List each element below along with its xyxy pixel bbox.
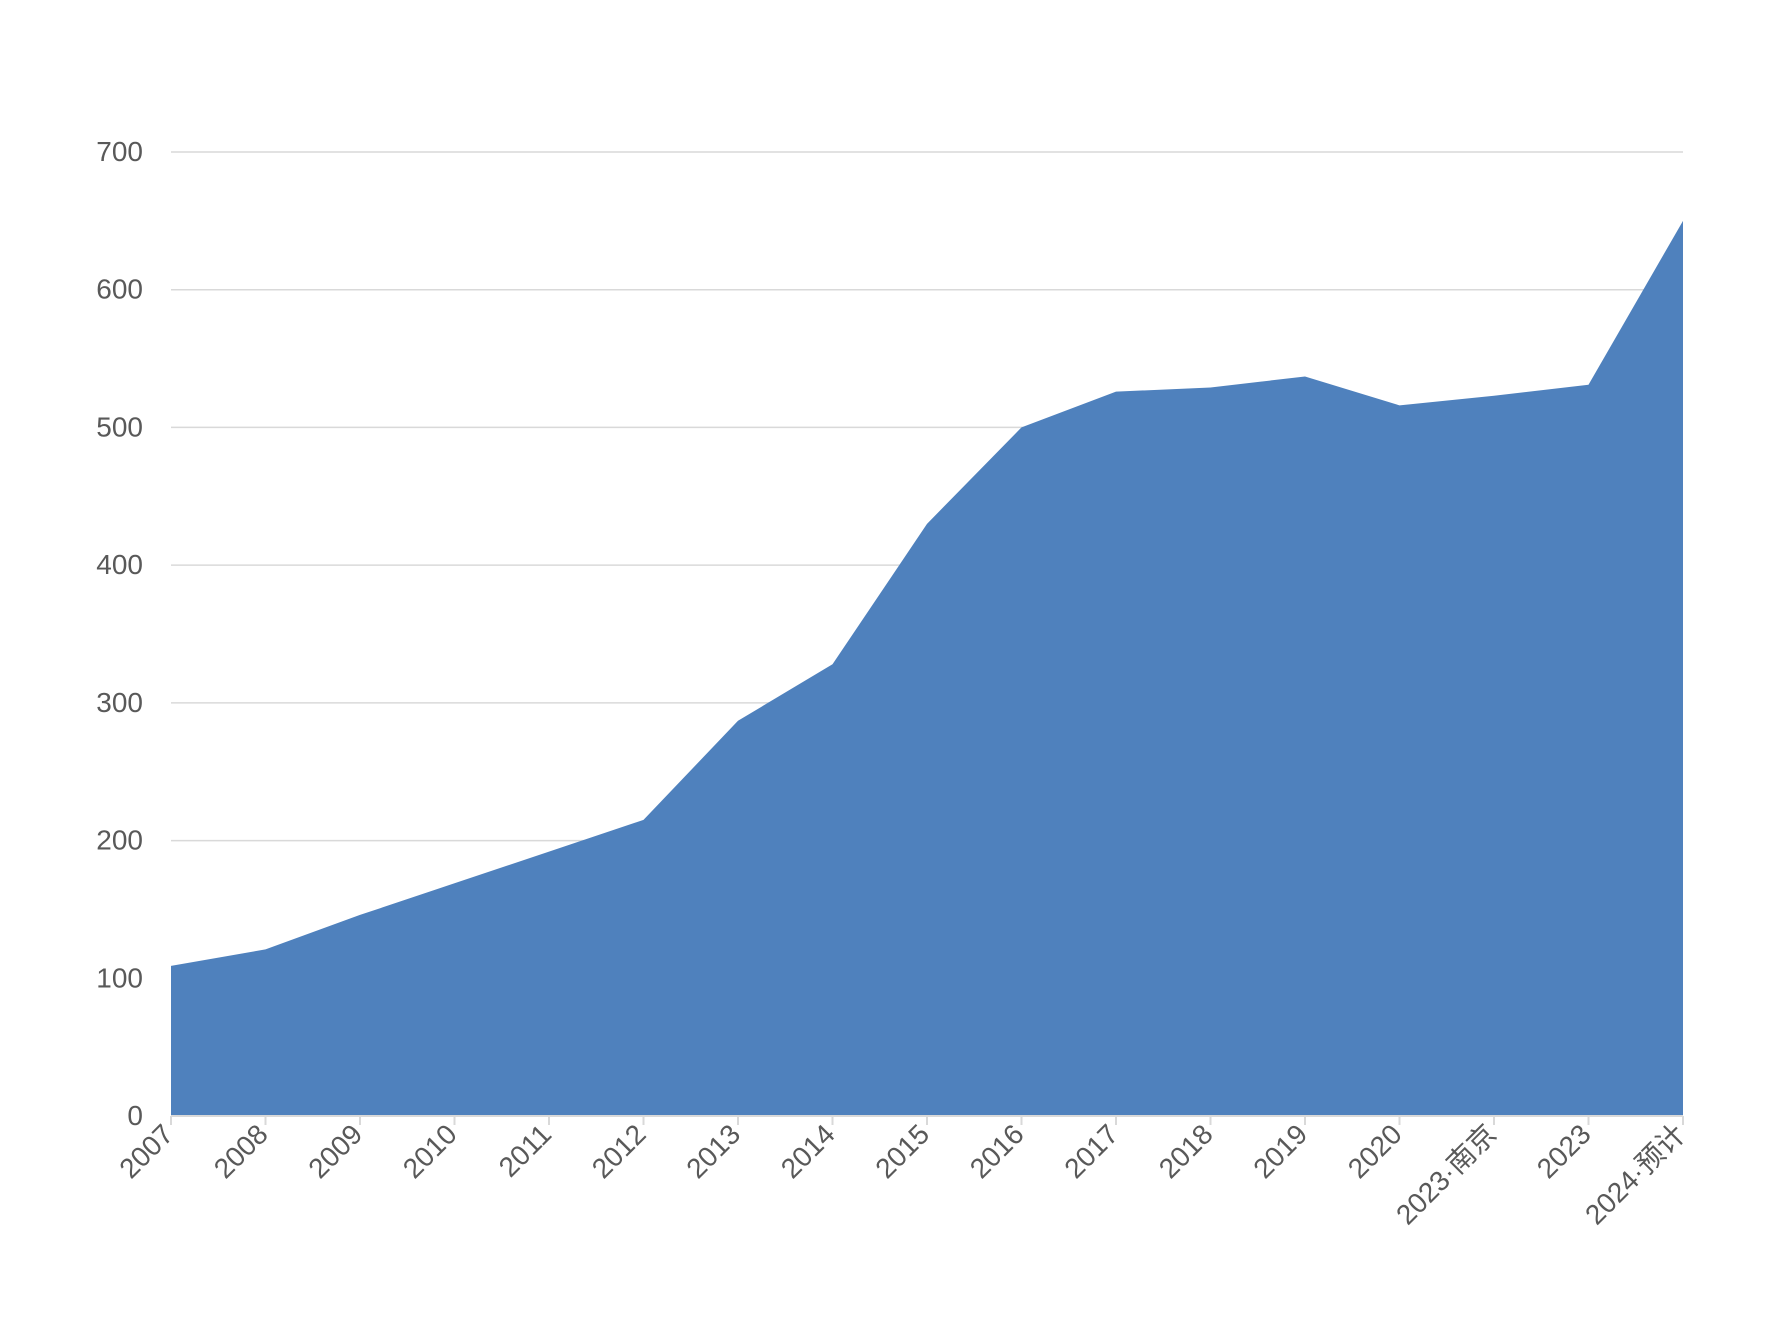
x-tick-label: 2015 xyxy=(869,1118,935,1184)
x-tick-label: 2018 xyxy=(1153,1118,1219,1184)
x-tick-label: 2024·预计 xyxy=(1579,1118,1691,1230)
x-tick-label: 2014 xyxy=(775,1118,841,1184)
x-tick-label: 2007 xyxy=(113,1118,179,1184)
x-tick-label: 2020 xyxy=(1342,1118,1408,1184)
y-tick-label: 300 xyxy=(96,687,143,718)
y-tick-label: 100 xyxy=(96,962,143,993)
x-tick-label: 2010 xyxy=(397,1118,463,1184)
y-tick-label: 400 xyxy=(96,549,143,580)
y-tick-label: 0 xyxy=(127,1100,143,1131)
x-tick-label: 2016 xyxy=(964,1118,1030,1184)
x-tick-label: 2023·南京 xyxy=(1390,1118,1502,1230)
x-tick-label: 2023 xyxy=(1531,1118,1597,1184)
x-tick-label: 2017 xyxy=(1058,1118,1124,1184)
area-series xyxy=(171,220,1683,1116)
x-tick-label: 2013 xyxy=(680,1118,746,1184)
y-tick-label: 200 xyxy=(96,825,143,856)
x-tick-label: 2019 xyxy=(1247,1118,1313,1184)
x-tick-label: 2009 xyxy=(302,1118,368,1184)
x-tick-label: 2008 xyxy=(208,1118,274,1184)
y-tick-label: 600 xyxy=(96,274,143,305)
x-tick-label: 2012 xyxy=(586,1118,652,1184)
y-tick-label: 700 xyxy=(96,136,143,167)
x-tick-label: 2011 xyxy=(493,1118,558,1183)
y-tick-label: 500 xyxy=(96,411,143,442)
